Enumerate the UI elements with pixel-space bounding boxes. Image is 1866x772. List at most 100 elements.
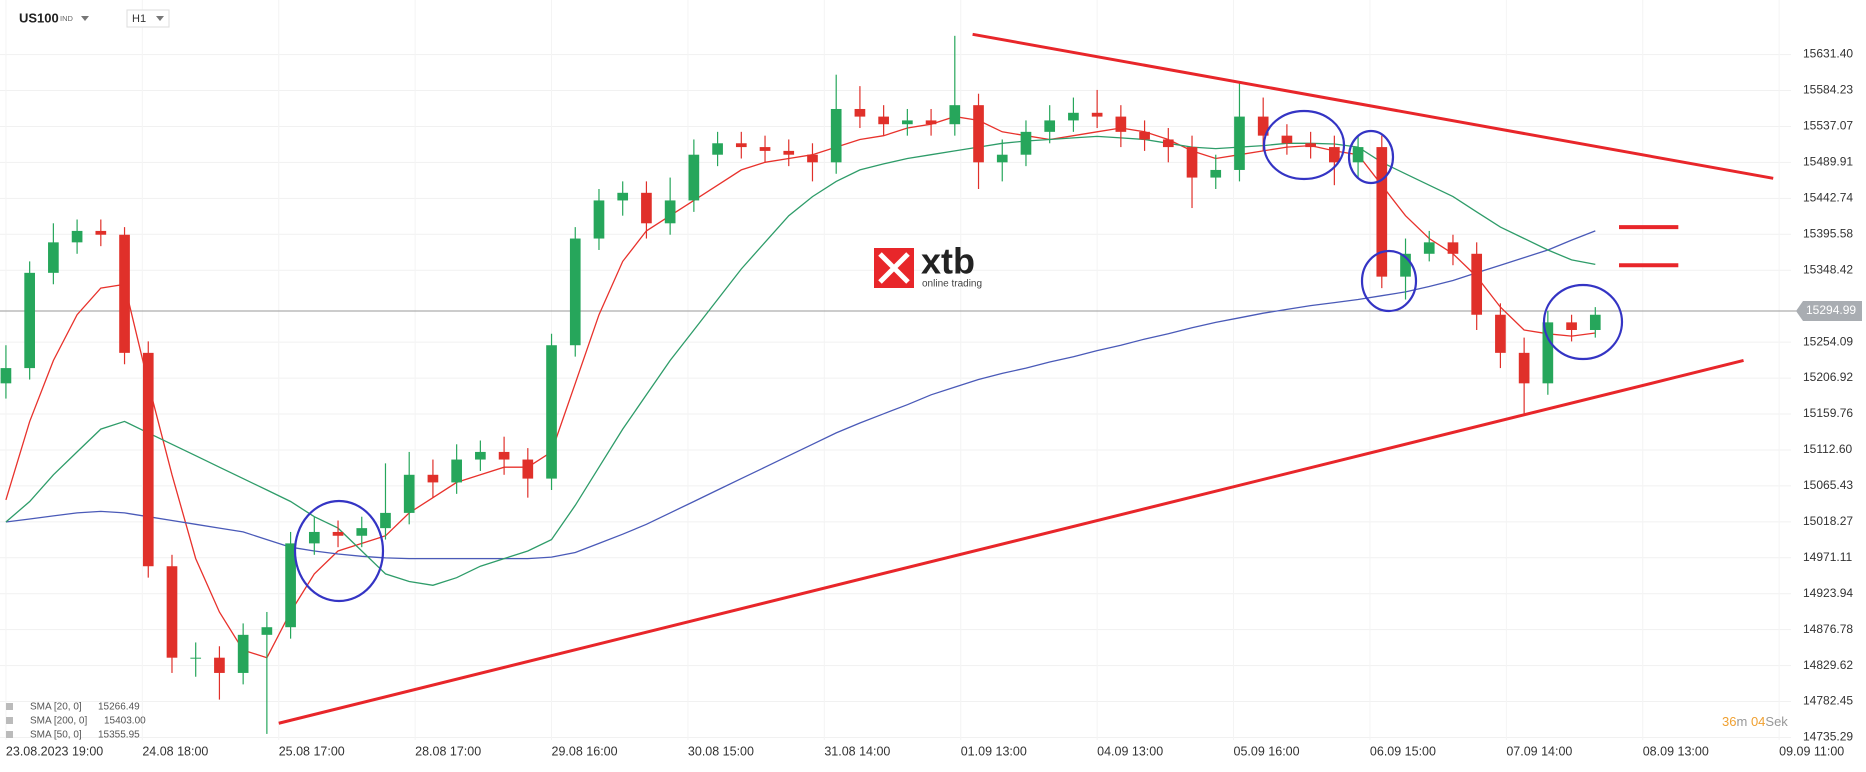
timer-seconds-unit: Sek — [1765, 714, 1788, 729]
legend-icon — [6, 731, 13, 738]
y-tick-label: 15348.42 — [1803, 262, 1853, 276]
candle-body — [427, 474, 439, 483]
y-tick-label: 15584.23 — [1803, 83, 1853, 97]
candle-body — [1352, 147, 1364, 163]
x-tick-label: 25.08 17:00 — [279, 744, 345, 758]
symbol-dropdown[interactable] — [81, 16, 89, 21]
y-tick-label: 15489.91 — [1803, 155, 1853, 169]
candle-body — [688, 154, 700, 201]
candle-body — [142, 352, 154, 567]
candle-body — [214, 657, 225, 673]
candle-body — [878, 116, 889, 125]
candle-body — [1423, 242, 1435, 254]
candle-body — [1091, 112, 1103, 117]
timer-seconds: 04 — [1751, 714, 1765, 729]
plot-area — [0, 32, 1798, 734]
legend-value: 15266.49 — [98, 702, 140, 713]
y-tick-label: 15395.58 — [1803, 226, 1853, 240]
legend-name: SMA [50, 0] — [30, 730, 82, 741]
x-tick-label: 23.08.2023 19:00 — [6, 744, 103, 758]
circle — [1542, 283, 1624, 361]
symbol-type: IND — [60, 14, 74, 23]
candle-body — [119, 234, 130, 353]
y-tick-label: 15018.27 — [1803, 514, 1853, 528]
candle-body — [48, 242, 59, 273]
candle-body — [1305, 143, 1316, 148]
timeframe-dropdown[interactable] — [156, 16, 164, 21]
candle-body — [1162, 139, 1174, 148]
sma-line — [5, 230, 1596, 560]
symbol[interactable]: US100 — [19, 10, 59, 25]
candle-body — [332, 531, 344, 536]
candle-body — [0, 368, 12, 384]
candle-body — [1139, 131, 1150, 140]
candle-body — [403, 474, 415, 513]
timeframe: H1 — [132, 13, 146, 25]
candle-body — [807, 154, 818, 163]
candle-body — [1115, 116, 1127, 132]
y-tick-label: 15112.60 — [1803, 442, 1852, 456]
candle-body — [190, 657, 202, 659]
legend-name: SMA [20, 0] — [30, 702, 82, 713]
candle-body — [285, 543, 296, 628]
logo-name: xtb — [921, 241, 975, 282]
sma-line — [5, 135, 1596, 586]
candle-body — [1020, 131, 1032, 155]
circle — [293, 499, 385, 603]
candle-body — [1068, 112, 1079, 121]
candle-body — [1257, 116, 1269, 136]
trendline — [278, 359, 1744, 725]
candle-body — [546, 345, 557, 479]
x-tick-label: 06.09 15:00 — [1370, 744, 1436, 758]
candle-body — [593, 200, 605, 239]
x-tick-label: 31.08 14:00 — [824, 744, 890, 758]
y-tick-label: 14876.78 — [1803, 622, 1853, 636]
candle-body — [356, 528, 368, 536]
candle-body — [641, 192, 652, 224]
candle-body — [735, 143, 747, 148]
candle-body — [1471, 253, 1483, 315]
candle-body — [308, 531, 320, 544]
y-tick-label: 15065.43 — [1803, 478, 1853, 492]
candle-body — [949, 105, 961, 125]
candle-body — [1234, 116, 1245, 170]
legend-name: SMA [200, 0] — [30, 716, 87, 727]
x-tick-label: 30.08 15:00 — [688, 744, 754, 758]
candle-body — [783, 150, 795, 155]
candle-body — [522, 459, 534, 479]
y-tick-label: 15537.07 — [1803, 119, 1853, 133]
timeframe-box[interactable] — [126, 9, 170, 28]
current-price-box — [1796, 300, 1862, 321]
candle-body — [166, 566, 178, 658]
x-tick-label: 05.09 16:00 — [1234, 744, 1300, 758]
candle-body — [475, 451, 486, 460]
annotations — [293, 109, 1624, 603]
y-tick-label: 15206.92 — [1803, 370, 1853, 384]
candle-body — [1329, 147, 1340, 163]
candle-body — [1447, 242, 1459, 254]
y-tick-label: 14829.62 — [1803, 658, 1853, 672]
y-tick-label: 15159.76 — [1803, 406, 1853, 420]
candle-body — [1566, 322, 1577, 330]
candle-body — [24, 272, 35, 369]
timer-minutes: 36 — [1722, 714, 1736, 729]
circle — [1360, 249, 1418, 313]
candle-body — [664, 200, 676, 224]
y-tick-label: 14971.11 — [1803, 550, 1852, 564]
candle-body — [380, 512, 391, 529]
logo-x — [878, 252, 910, 284]
circle — [1347, 129, 1395, 185]
timer-minutes-unit: m — [1736, 714, 1747, 729]
candle-body — [925, 120, 937, 125]
legend-icon — [6, 703, 13, 710]
x-tick-label: 24.08 18:00 — [142, 744, 208, 758]
y-tick-label: 14782.45 — [1803, 694, 1853, 708]
y-tick-label: 15631.40 — [1803, 47, 1853, 61]
candle-body — [1518, 352, 1530, 384]
current-price-label: 15294.99 — [1806, 303, 1856, 317]
candle-body — [237, 634, 249, 673]
candle-body — [712, 143, 723, 155]
y-tick-label: 15442.74 — [1803, 191, 1853, 205]
